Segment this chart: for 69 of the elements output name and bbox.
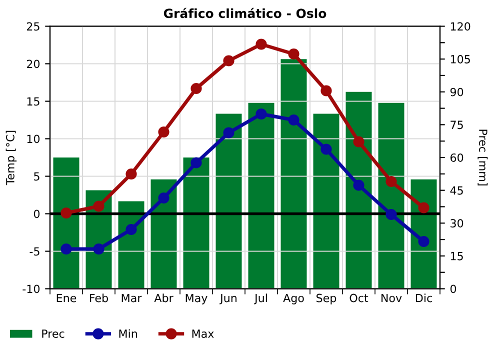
bar	[248, 102, 274, 289]
point	[418, 236, 430, 248]
x-tick-label: Ene	[56, 294, 76, 302]
y2-tick-label: 15	[450, 252, 463, 260]
point	[126, 168, 137, 180]
point	[93, 200, 104, 212]
y2-axis-title: Prec [mm]	[478, 130, 488, 186]
legend-label: Max	[192, 330, 214, 338]
point	[288, 48, 300, 60]
legend-label: Prec	[42, 330, 64, 338]
point	[60, 207, 72, 219]
bar	[216, 114, 242, 289]
bar	[53, 158, 80, 289]
point	[190, 157, 202, 168]
bar	[346, 92, 372, 289]
point	[256, 38, 267, 50]
point	[60, 243, 72, 255]
point	[320, 144, 332, 155]
y-tick-label: -5	[30, 247, 40, 256]
point	[158, 192, 170, 204]
x-tick-label: Jun	[219, 294, 236, 304]
y2-tick-label: 90	[450, 88, 464, 96]
point	[288, 114, 300, 126]
point	[353, 180, 364, 191]
point	[353, 136, 364, 148]
y-tick-label: 5	[34, 172, 40, 181]
point	[223, 127, 234, 138]
x-tick-label: Ago	[283, 294, 304, 304]
point	[158, 126, 170, 138]
point	[386, 208, 397, 220]
point	[93, 243, 104, 255]
x-tick-label: Mar	[122, 294, 142, 302]
point	[190, 82, 202, 94]
x-tick-label: Dic	[416, 294, 432, 302]
bar	[313, 114, 340, 289]
y2-tick-label: 105	[450, 55, 470, 64]
bar	[280, 59, 307, 289]
point	[320, 85, 332, 96]
x-tick-label: Abr	[154, 294, 174, 302]
bar	[183, 158, 210, 289]
point	[126, 224, 137, 236]
y-axis-title: Temp [°C]	[6, 130, 17, 186]
y-tick-label: 0	[34, 210, 40, 218]
chart-title: Gráfico climático - Oslo	[164, 8, 326, 18]
y-tick-label: 20	[26, 60, 40, 68]
y2-tick-label: 0	[450, 284, 456, 294]
y-tick-label: 10	[27, 134, 40, 144]
y-tick-label: 15	[27, 97, 40, 106]
x-tick-label: Feb	[90, 294, 108, 302]
bar	[118, 201, 144, 289]
y-tick-label: -10	[22, 284, 40, 294]
x-tick-label: Sep	[316, 294, 336, 304]
point	[223, 55, 234, 66]
bar	[150, 179, 177, 289]
bar	[378, 102, 404, 289]
y2-tick-label: 30	[450, 219, 464, 228]
y2-tick-label: 120	[450, 22, 470, 31]
point	[256, 108, 267, 120]
y-tick-label: 25	[26, 22, 40, 31]
legend-label: Min	[119, 329, 137, 338]
y2-tick-label: 45	[450, 186, 463, 195]
point	[386, 176, 397, 188]
point	[418, 202, 430, 214]
x-tick-label: May	[186, 294, 208, 304]
y2-tick-label: 75	[450, 120, 463, 130]
y2-tick-label: 60	[450, 153, 464, 162]
x-tick-label: Jul	[254, 294, 267, 304]
x-tick-label: Nov	[381, 294, 402, 302]
x-tick-label: Oct	[350, 294, 368, 302]
